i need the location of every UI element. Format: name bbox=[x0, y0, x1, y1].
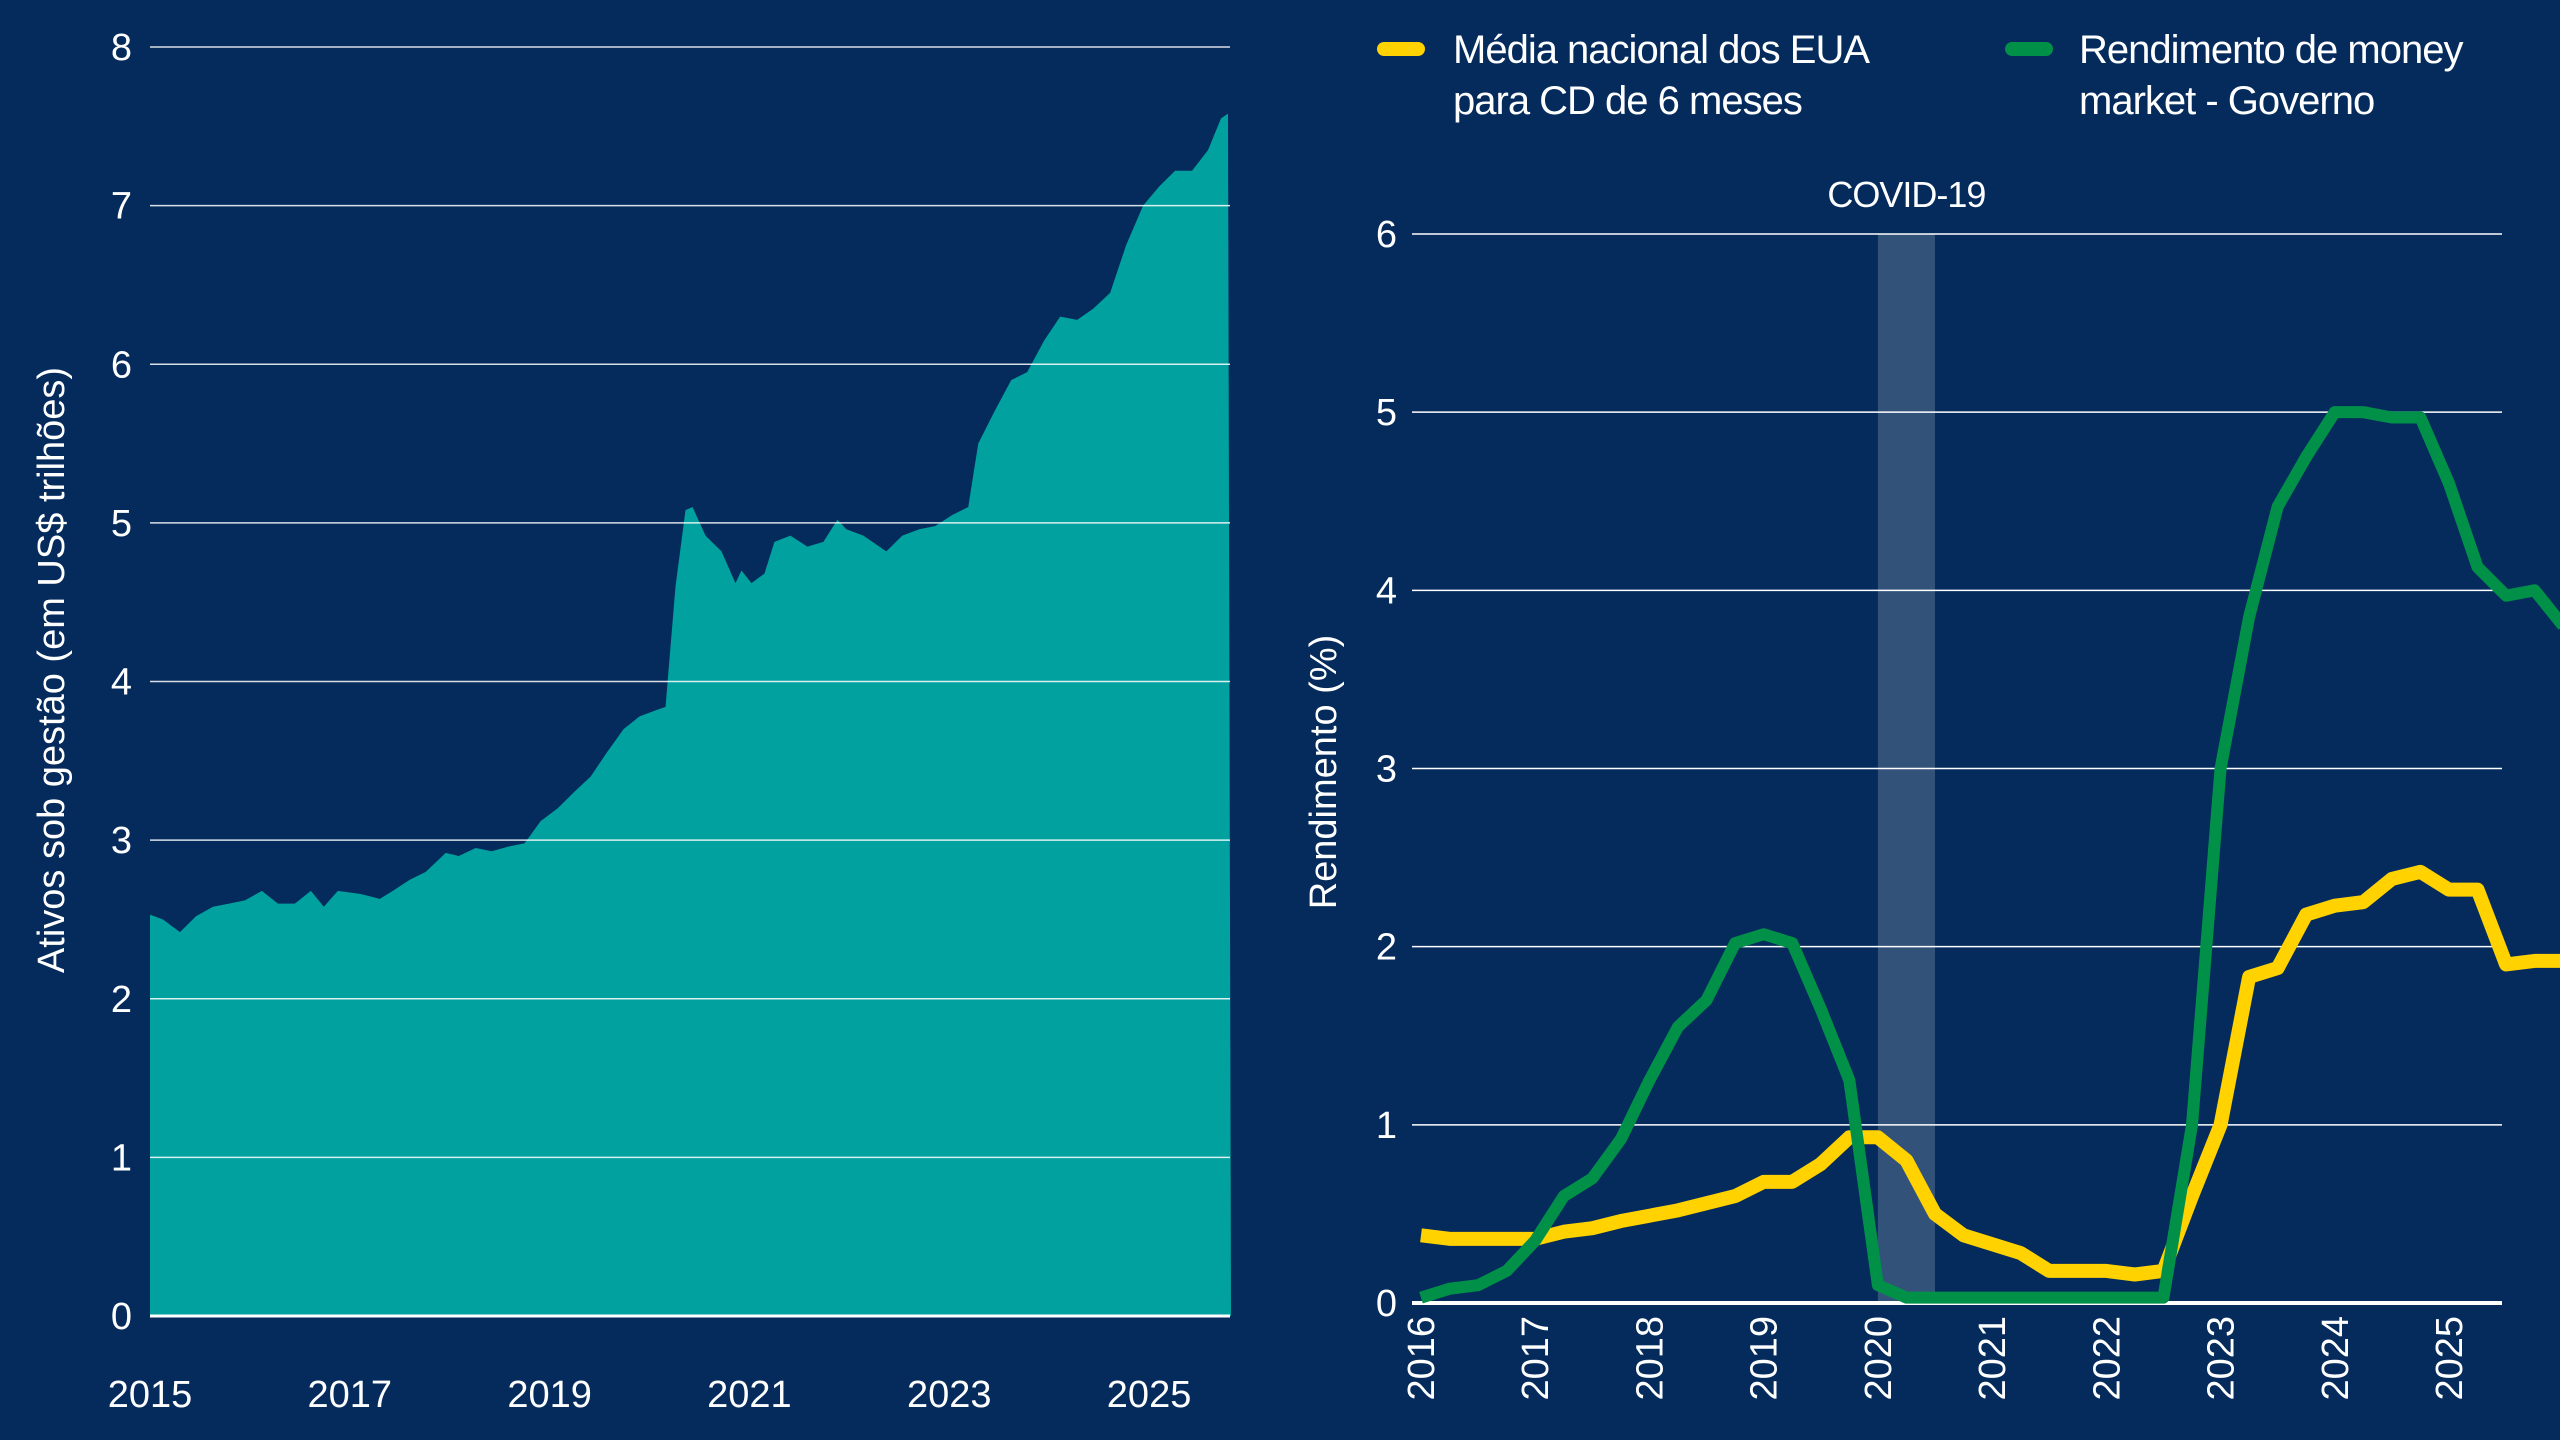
cd-yield-line bbox=[1420, 864, 2560, 1282]
left-y-tick-label: 2 bbox=[111, 979, 132, 1021]
legend-item-mm: Rendimento de money market - Governo bbox=[2005, 28, 2464, 123]
right-x-tick-label: 2016 bbox=[1401, 1316, 1443, 1401]
right-y-tick-label: 3 bbox=[1376, 749, 1397, 791]
left-x-tick-label: 2023 bbox=[907, 1374, 992, 1416]
right-x-tick-label: 2024 bbox=[2315, 1316, 2357, 1401]
left-y-tick-label: 1 bbox=[111, 1137, 132, 1179]
right-x-tick-labels: 2016 2017 2018 2019 2020 2021 2022 2023 2024 2025 bbox=[1401, 1316, 2471, 1401]
right-x-tick-label: 2020 bbox=[1858, 1316, 1900, 1401]
left-x-tick-label: 2017 bbox=[308, 1374, 393, 1416]
right-x-tick-label: 2022 bbox=[2086, 1316, 2128, 1401]
right-y-tick-label: 6 bbox=[1376, 214, 1397, 256]
right-series bbox=[1419, 406, 2560, 1304]
legend-item-cd: Média nacional dos EUA para CD de 6 mese… bbox=[1377, 28, 1871, 123]
left-y-axis-title: Ativos sob gestão (em US$ trilhões) bbox=[31, 367, 73, 973]
right-x-tick-label: 2023 bbox=[2201, 1316, 2243, 1401]
legend-label-mm-line1: Rendimento de money bbox=[2079, 28, 2463, 72]
left-x-tick-labels: 2015 2017 2019 2021 2023 2025 bbox=[108, 1374, 1192, 1416]
right-y-axis-title: Rendimento (%) bbox=[1303, 635, 1345, 910]
legend-label-cd-line2: para CD de 6 meses bbox=[1453, 79, 1802, 123]
left-y-tick-label: 4 bbox=[111, 662, 132, 704]
covid-label: COVID-19 bbox=[1827, 174, 1985, 215]
right-x-tick-label: 2017 bbox=[1515, 1316, 1557, 1401]
left-x-tick-label: 2019 bbox=[507, 1374, 592, 1416]
right-y-tick-labels: 0 1 2 3 4 5 6 bbox=[1376, 214, 1397, 1325]
left-x-tick-label: 2015 bbox=[108, 1374, 193, 1416]
right-y-tick-label: 0 bbox=[1376, 1283, 1397, 1325]
left-y-tick-label: 0 bbox=[111, 1296, 132, 1338]
yield-line-chart: COVID-19 0 1 2 3 4 5 6 2016 2017 2018 2019 2020 202… bbox=[1303, 28, 2560, 1401]
right-x-tick-label: 2019 bbox=[1744, 1316, 1786, 1401]
money-market-yield-line bbox=[1419, 406, 2560, 1304]
right-y-tick-label: 4 bbox=[1376, 570, 1397, 612]
left-y-tick-label: 7 bbox=[111, 186, 132, 228]
legend: Média nacional dos EUA para CD de 6 mese… bbox=[1377, 28, 2464, 123]
left-y-tick-label: 8 bbox=[111, 27, 132, 69]
legend-label-mm-line2: market - Governo bbox=[2079, 79, 2374, 123]
left-y-tick-label: 6 bbox=[111, 344, 132, 386]
right-x-tick-label: 2025 bbox=[2429, 1316, 2471, 1401]
left-y-tick-label: 3 bbox=[111, 820, 132, 862]
aum-area-chart: 0 1 2 3 4 5 6 7 8 2015 2017 2019 2021 2023 2025 Ativo… bbox=[31, 27, 1231, 1416]
left-x-tick-label: 2025 bbox=[1107, 1374, 1192, 1416]
right-x-tick-label: 2018 bbox=[1629, 1316, 1671, 1401]
right-x-tick-label: 2021 bbox=[1972, 1316, 2014, 1401]
right-y-tick-label: 5 bbox=[1376, 392, 1397, 434]
legend-label-cd-line1: Média nacional dos EUA bbox=[1453, 28, 1870, 72]
right-y-tick-label: 2 bbox=[1376, 927, 1397, 969]
aum-area bbox=[150, 113, 1231, 1316]
left-gridlines bbox=[150, 46, 1230, 1318]
right-y-tick-label: 1 bbox=[1376, 1105, 1397, 1147]
left-x-tick-label: 2021 bbox=[707, 1374, 792, 1416]
left-y-tick-label: 5 bbox=[111, 503, 132, 545]
left-y-tick-labels: 0 1 2 3 4 5 6 7 8 bbox=[111, 27, 132, 1338]
